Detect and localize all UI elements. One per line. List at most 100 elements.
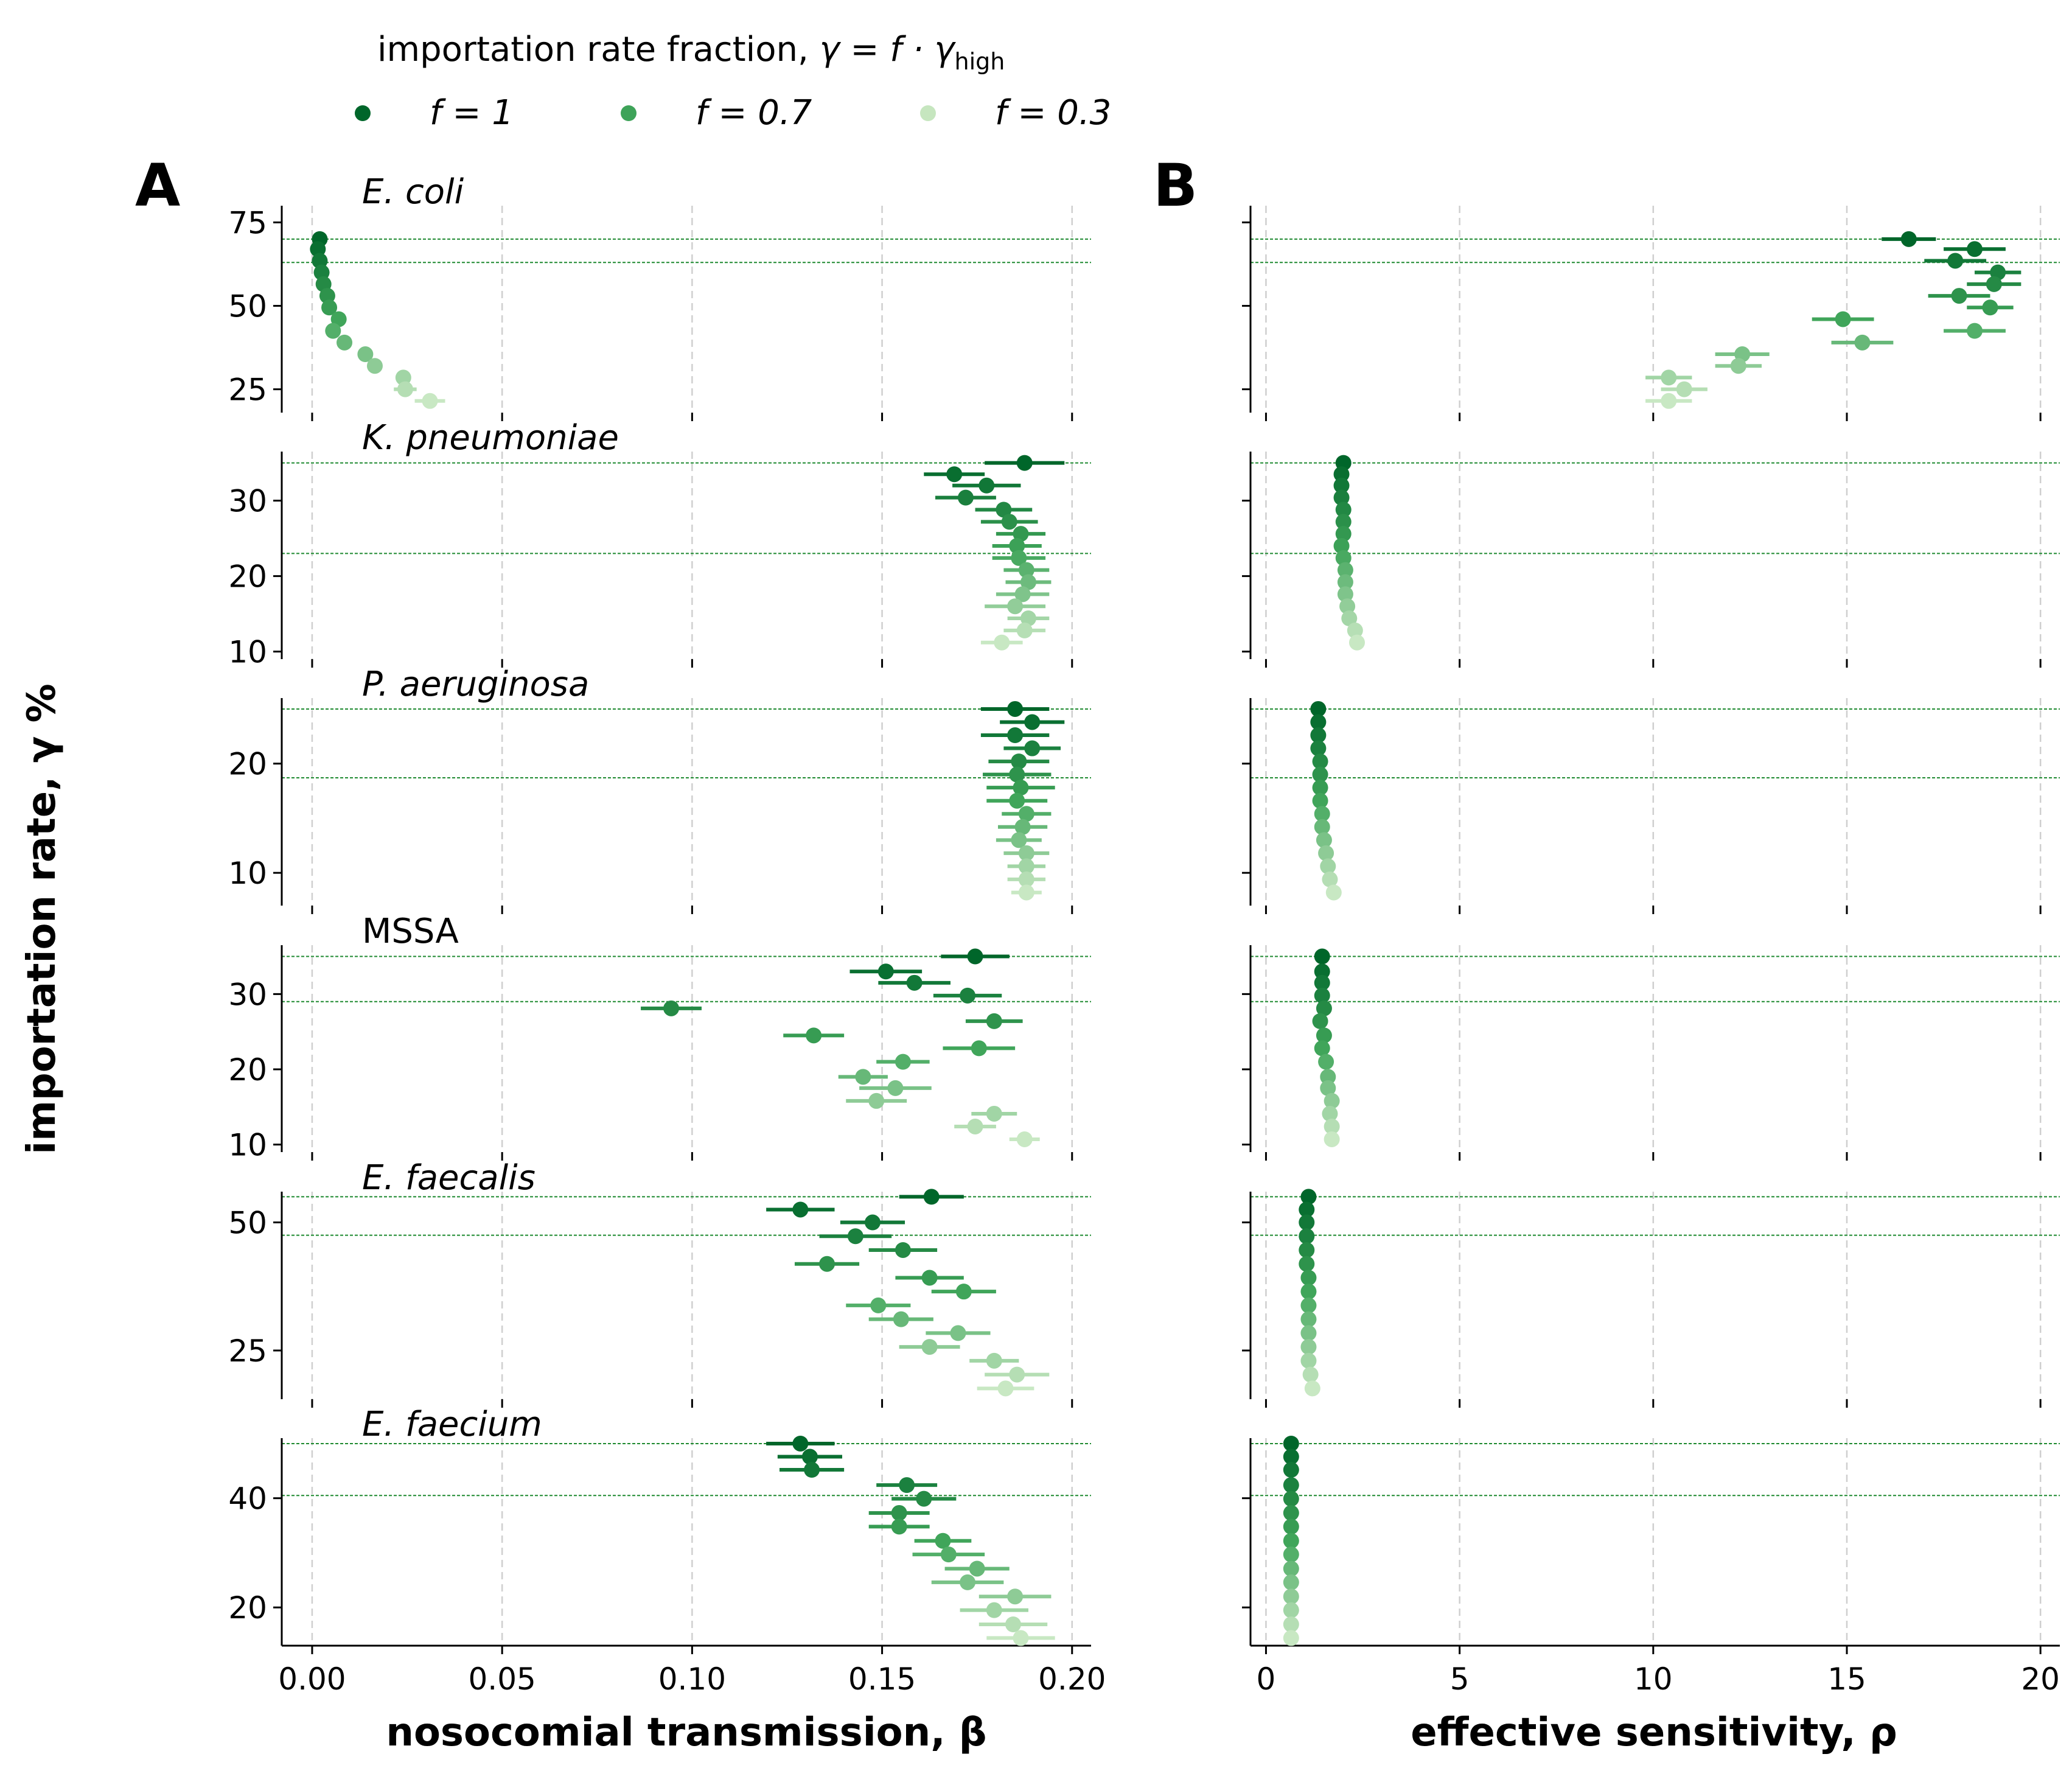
rho-point-5-3 (1283, 1477, 1299, 1494)
rho-point-4-5 (1299, 1256, 1315, 1272)
panel-label-b: B (1153, 152, 1198, 220)
rho-point-0-5 (1951, 288, 1967, 304)
right-xtick-label-4: 20 (2021, 1661, 2060, 1697)
beta-point-2-14 (1018, 884, 1034, 901)
rho-point-5-13 (1283, 1616, 1299, 1633)
ytick-label-4-0: 25 (228, 1333, 267, 1369)
panel-label-a: A (135, 152, 180, 220)
left-xtick-label-2: 0.10 (658, 1661, 726, 1697)
rho-point-2-0 (1310, 701, 1327, 717)
beta-point-5-5 (891, 1504, 907, 1521)
rho-point-2-10 (1316, 832, 1332, 848)
rho-point-0-11 (1730, 358, 1746, 374)
beta-point-4-8 (870, 1297, 887, 1313)
beta-point-3-5 (986, 1013, 1002, 1029)
rho-point-4-12 (1300, 1352, 1317, 1369)
beta-point-5-14 (1013, 1630, 1029, 1646)
beta-point-1-14 (1016, 622, 1033, 638)
beta-point-0-7 (330, 311, 347, 327)
rho-point-4-11 (1300, 1339, 1317, 1355)
beta-point-4-7 (955, 1284, 972, 1300)
beta-point-3-10 (887, 1080, 904, 1096)
rho-point-0-6 (1982, 299, 1998, 316)
beta-point-4-0 (923, 1189, 940, 1205)
rho-point-3-7 (1314, 1040, 1330, 1057)
rho-point-5-14 (1283, 1630, 1299, 1646)
ytick-label-5-1: 40 (228, 1481, 267, 1517)
rho-point-3-1 (1314, 963, 1330, 980)
beta-point-5-8 (940, 1546, 957, 1563)
rho-point-3-3 (1314, 987, 1330, 1004)
rho-point-5-1 (1283, 1448, 1299, 1465)
beta-point-1-7 (1009, 538, 1025, 554)
rho-point-3-0 (1314, 948, 1330, 965)
rho-point-3-9 (1320, 1069, 1336, 1085)
rho-point-2-14 (1325, 884, 1342, 901)
rho-point-3-13 (1324, 1118, 1340, 1134)
legend-marker-f1 (355, 105, 371, 121)
beta-point-3-0 (967, 948, 983, 965)
left-xtick-label-0: 0.00 (278, 1661, 346, 1697)
beta-point-3-14 (1016, 1131, 1033, 1147)
beta-point-0-9 (337, 334, 353, 351)
rho-point-1-11 (1337, 586, 1353, 603)
rho-point-5-8 (1283, 1546, 1299, 1563)
rho-point-1-1 (1333, 466, 1350, 483)
beta-point-0-12 (395, 369, 411, 386)
rho-point-2-7 (1312, 792, 1328, 809)
rho-point-0-4 (1986, 276, 2002, 292)
rho-point-3-4 (1316, 1000, 1332, 1016)
rho-point-0-14 (1661, 393, 1677, 409)
rho-point-3-5 (1312, 1013, 1328, 1029)
beta-point-1-2 (978, 477, 995, 494)
legend: importation rate fraction, γ = f · γhigh… (355, 30, 1111, 133)
legend-marker-f07 (621, 105, 637, 121)
beta-point-2-13 (1018, 871, 1034, 887)
beta-point-2-5 (1009, 766, 1025, 783)
beta-point-2-1 (1024, 714, 1041, 730)
beta-point-4-5 (819, 1256, 835, 1272)
beta-point-2-3 (1024, 740, 1041, 756)
ytick-label-2-1: 20 (228, 747, 267, 782)
rho-point-1-13 (1341, 610, 1358, 627)
left-x-axis-label: nosocomial transmission, β (386, 1710, 986, 1755)
beta-point-3-2 (906, 974, 923, 991)
ytick-label-0-0: 25 (228, 372, 267, 408)
rho-point-5-5 (1283, 1504, 1299, 1521)
species-label-3: MSSA (362, 912, 459, 951)
rho-point-3-2 (1314, 974, 1330, 991)
rho-point-2-1 (1310, 714, 1327, 730)
rho-point-1-9 (1337, 562, 1353, 578)
beta-point-0-6 (321, 299, 338, 316)
legend-label-f07: f = 0.7 (696, 93, 812, 133)
rho-point-2-5 (1312, 766, 1328, 783)
ytick-label-3-1: 20 (228, 1052, 267, 1088)
beta-point-0-10 (357, 346, 374, 363)
rho-point-4-8 (1300, 1297, 1317, 1313)
ytick-label-4-1: 50 (228, 1206, 267, 1241)
beta-point-2-9 (1014, 819, 1031, 835)
rho-point-2-2 (1310, 727, 1327, 744)
beta-point-3-12 (986, 1105, 1002, 1122)
rho-point-1-8 (1335, 550, 1352, 566)
beta-point-5-0 (792, 1435, 809, 1452)
beta-point-4-3 (847, 1228, 863, 1245)
rho-point-4-2 (1299, 1214, 1315, 1231)
right-xtick-label-1: 5 (1450, 1661, 1470, 1697)
beta-point-0-3 (313, 264, 330, 281)
rho-point-5-6 (1283, 1518, 1299, 1535)
beta-point-4-2 (864, 1214, 881, 1231)
beta-point-1-9 (1018, 562, 1034, 578)
beta-point-4-4 (895, 1242, 911, 1258)
legend-marker-f03 (920, 105, 936, 121)
right-xtick-label-2: 10 (1634, 1661, 1673, 1697)
rho-point-2-13 (1322, 871, 1338, 887)
ytick-label-0-2: 75 (228, 205, 267, 240)
beta-point-1-13 (1020, 610, 1036, 627)
rho-point-4-13 (1302, 1366, 1319, 1383)
rho-point-0-7 (1835, 311, 1851, 327)
right-xtick-label-0: 0 (1257, 1661, 1276, 1697)
rho-point-3-11 (1324, 1092, 1340, 1109)
beta-point-0-13 (397, 381, 413, 397)
